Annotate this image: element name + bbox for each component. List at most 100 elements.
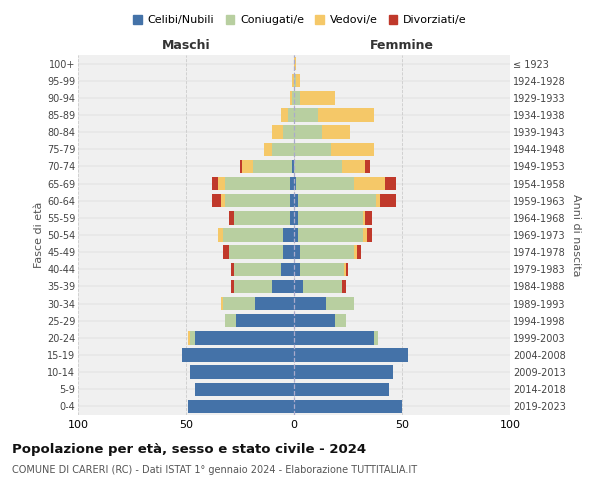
Bar xyxy=(296,177,355,190)
Text: Maschi: Maschi xyxy=(161,38,211,52)
Bar xyxy=(376,194,380,207)
Bar xyxy=(356,246,361,259)
Bar xyxy=(294,142,331,156)
Bar xyxy=(294,297,326,310)
Bar xyxy=(212,177,218,190)
Bar xyxy=(385,177,395,190)
Bar xyxy=(294,194,298,207)
Bar xyxy=(301,262,344,276)
Y-axis label: Fasce di età: Fasce di età xyxy=(34,202,44,268)
Bar xyxy=(294,74,296,88)
Bar xyxy=(188,400,294,413)
Y-axis label: Anni di nascita: Anni di nascita xyxy=(571,194,581,276)
Bar xyxy=(344,262,346,276)
Bar xyxy=(301,91,335,104)
Bar xyxy=(296,74,301,88)
Bar xyxy=(283,228,294,241)
Bar xyxy=(294,262,301,276)
Bar xyxy=(294,211,298,224)
Bar xyxy=(188,331,190,344)
Legend: Celibi/Nubili, Coniugati/e, Vedovi/e, Divorziati/e: Celibi/Nubili, Coniugati/e, Vedovi/e, Di… xyxy=(129,10,471,29)
Bar xyxy=(374,331,378,344)
Bar xyxy=(255,297,294,310)
Bar xyxy=(326,297,355,310)
Bar xyxy=(294,314,335,328)
Bar xyxy=(233,262,281,276)
Bar xyxy=(182,348,294,362)
Bar xyxy=(294,228,298,241)
Bar xyxy=(233,280,272,293)
Bar xyxy=(242,160,253,173)
Bar xyxy=(365,211,372,224)
Bar xyxy=(272,126,283,139)
Bar xyxy=(272,280,294,293)
Bar xyxy=(294,160,341,173)
Bar xyxy=(223,228,283,241)
Bar xyxy=(292,160,294,173)
Bar xyxy=(229,211,233,224)
Bar xyxy=(363,211,365,224)
Bar xyxy=(365,160,370,173)
Bar xyxy=(236,314,294,328)
Bar xyxy=(225,177,290,190)
Bar xyxy=(281,108,287,122)
Bar xyxy=(232,262,233,276)
Bar xyxy=(290,194,294,207)
Text: Femmine: Femmine xyxy=(370,38,434,52)
Bar xyxy=(221,297,223,310)
Bar xyxy=(298,228,363,241)
Bar xyxy=(318,108,374,122)
Bar xyxy=(294,400,402,413)
Bar xyxy=(264,142,272,156)
Bar xyxy=(322,126,350,139)
Bar xyxy=(233,211,290,224)
Bar xyxy=(292,74,294,88)
Bar xyxy=(341,160,365,173)
Bar xyxy=(190,366,294,379)
Bar xyxy=(283,246,294,259)
Bar xyxy=(380,194,395,207)
Bar xyxy=(355,246,356,259)
Bar xyxy=(290,91,292,104)
Bar xyxy=(294,280,302,293)
Bar xyxy=(194,331,294,344)
Text: COMUNE DI CARERI (RC) - Dati ISTAT 1° gennaio 2024 - Elaborazione TUTTITALIA.IT: COMUNE DI CARERI (RC) - Dati ISTAT 1° ge… xyxy=(12,465,417,475)
Bar xyxy=(294,57,296,70)
Bar xyxy=(294,348,409,362)
Bar xyxy=(253,160,292,173)
Bar xyxy=(302,280,341,293)
Bar xyxy=(281,262,294,276)
Bar xyxy=(290,211,294,224)
Bar xyxy=(292,91,294,104)
Bar xyxy=(367,228,372,241)
Bar xyxy=(294,331,374,344)
Bar xyxy=(341,280,346,293)
Bar xyxy=(355,177,385,190)
Bar xyxy=(331,142,374,156)
Bar xyxy=(221,194,225,207)
Bar xyxy=(225,314,236,328)
Bar xyxy=(294,126,322,139)
Bar xyxy=(346,262,348,276)
Bar xyxy=(232,280,233,293)
Bar xyxy=(223,297,255,310)
Bar xyxy=(298,211,363,224)
Bar xyxy=(212,194,221,207)
Bar xyxy=(194,382,294,396)
Bar xyxy=(294,177,296,190)
Bar xyxy=(294,382,389,396)
Bar xyxy=(298,194,376,207)
Bar xyxy=(272,142,294,156)
Bar xyxy=(223,246,229,259)
Bar xyxy=(301,246,355,259)
Bar xyxy=(294,246,301,259)
Bar xyxy=(283,126,294,139)
Bar xyxy=(190,331,194,344)
Bar xyxy=(218,228,223,241)
Bar xyxy=(287,108,294,122)
Bar xyxy=(225,194,290,207)
Bar xyxy=(240,160,242,173)
Bar xyxy=(294,108,318,122)
Bar xyxy=(335,314,346,328)
Bar xyxy=(294,366,394,379)
